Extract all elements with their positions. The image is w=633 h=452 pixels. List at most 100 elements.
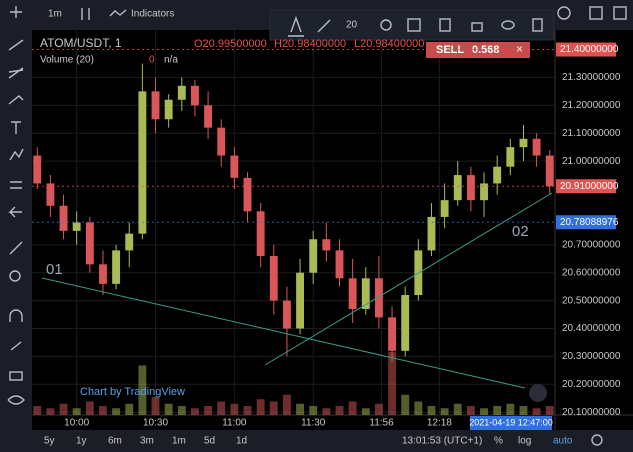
- volume-bar: [33, 406, 42, 415]
- candle-body: [191, 85, 199, 106]
- candle-body: [112, 250, 121, 284]
- percent-toggle[interactable]: %: [494, 436, 503, 447]
- volume-bar: [269, 401, 278, 415]
- candle-body: [138, 91, 147, 234]
- candle-body: [204, 105, 213, 128]
- volume-bar: [177, 406, 186, 415]
- range-button[interactable]: 1d: [236, 436, 247, 447]
- annotation[interactable]: 02: [512, 223, 529, 240]
- range-button[interactable]: 5y: [44, 436, 55, 447]
- scroll-button[interactable]: [529, 384, 547, 402]
- range-button[interactable]: 6m: [108, 436, 122, 447]
- order-side: SELL: [436, 44, 464, 56]
- volume-bar: [125, 403, 134, 415]
- price-label: 21.40000000: [560, 44, 619, 55]
- candle-body: [33, 155, 42, 184]
- candle-body: [401, 295, 410, 351]
- volume-bar: [440, 408, 449, 415]
- font-size[interactable]: 20: [346, 20, 358, 31]
- hide[interactable]: [501, 20, 515, 30]
- y-tick-label: 20.10000000: [562, 407, 621, 418]
- candle-body: [453, 175, 462, 201]
- drawing-tools[interactable]: [7, 6, 25, 405]
- clock: 13:01:53 (UTC+1): [402, 436, 482, 447]
- volume-bar: [453, 403, 462, 415]
- delete[interactable]: [532, 18, 543, 32]
- annotation[interactable]: 01: [46, 261, 63, 278]
- log-toggle[interactable]: log: [518, 436, 531, 447]
- volume-bar: [138, 365, 147, 415]
- candle-body: [348, 278, 357, 309]
- candle-body: [217, 127, 226, 156]
- volume-bar: [217, 401, 226, 415]
- x-tick-label: 11:56: [369, 418, 394, 429]
- candles-icon[interactable]: [81, 8, 90, 20]
- price-label-box: [556, 42, 616, 57]
- auto-toggle[interactable]: auto: [553, 436, 573, 447]
- y-tick-label: 20.30000000: [562, 351, 621, 362]
- volume-bar: [204, 406, 213, 415]
- volume-value: 0: [149, 55, 155, 66]
- x-tick-label: 11:00: [222, 418, 247, 429]
- settings[interactable]: [380, 19, 392, 31]
- line-color[interactable]: [317, 19, 331, 33]
- bottom-toolbar: [0, 430, 633, 452]
- candle-body: [256, 211, 265, 256]
- fullscreen[interactable]: [589, 6, 603, 20]
- candle-body: [532, 138, 541, 156]
- indicators-button[interactable]: Indicators: [131, 9, 174, 20]
- candle-body: [296, 272, 305, 329]
- indicators-icon[interactable]: [109, 9, 127, 17]
- volume-legend[interactable]: Volume (20): [40, 55, 94, 66]
- visibility[interactable]: [407, 18, 421, 32]
- chart-settings[interactable]: [557, 6, 571, 20]
- candle-body: [177, 85, 186, 100]
- volume-bar: [545, 406, 554, 415]
- y-tick-label: 20.40000000: [562, 323, 621, 334]
- trend-line[interactable]: [264, 192, 553, 366]
- candle-body: [164, 99, 173, 120]
- volume-bar: [112, 408, 121, 415]
- candle-body: [151, 91, 160, 120]
- volume-bar: [282, 394, 291, 415]
- candle-body: [46, 183, 55, 206]
- candle-body: [85, 222, 94, 265]
- candle-body: [125, 233, 134, 251]
- volume-bar: [414, 401, 423, 415]
- range-button[interactable]: 3m: [140, 436, 154, 447]
- range-button[interactable]: 5d: [204, 436, 215, 447]
- range-button[interactable]: 1m: [172, 436, 186, 447]
- candle-body: [72, 222, 81, 231]
- volume-ma: n/a: [164, 55, 178, 66]
- y-tick-label: 21.10000000: [562, 128, 621, 139]
- candle-body: [282, 300, 291, 329]
- candle-body: [374, 278, 383, 318]
- volume-bar: [59, 403, 68, 415]
- y-tick-label: 20.20000000: [562, 379, 621, 390]
- y-tick-label: 20.50000000: [562, 295, 621, 306]
- trend-line[interactable]: [41, 277, 526, 389]
- volume-bar: [151, 397, 160, 415]
- candle-body: [269, 255, 278, 301]
- volume-bar: [72, 408, 81, 415]
- lock[interactable]: [471, 22, 483, 32]
- candle-body: [519, 138, 528, 148]
- volume-bar: [466, 406, 475, 415]
- watermark[interactable]: Chart by TradingView: [80, 386, 185, 398]
- order-close[interactable]: ×: [516, 42, 523, 56]
- candle-body: [361, 278, 370, 309]
- interval[interactable]: 1m: [48, 9, 62, 20]
- low: L20.98400000: [354, 38, 424, 50]
- x-tick-label: 11:30: [301, 418, 326, 429]
- range-button[interactable]: 1y: [76, 436, 87, 447]
- volume-bar: [296, 403, 305, 415]
- candle-body: [309, 239, 318, 273]
- axis-settings[interactable]: [591, 434, 603, 446]
- volume-bar: [361, 408, 370, 415]
- price-label: 20.91000000: [560, 181, 619, 192]
- text-color[interactable]: [288, 15, 304, 37]
- snapshot[interactable]: [613, 6, 627, 20]
- symbol[interactable]: ATOM/USDT, 1: [40, 36, 122, 50]
- clone[interactable]: [439, 18, 451, 32]
